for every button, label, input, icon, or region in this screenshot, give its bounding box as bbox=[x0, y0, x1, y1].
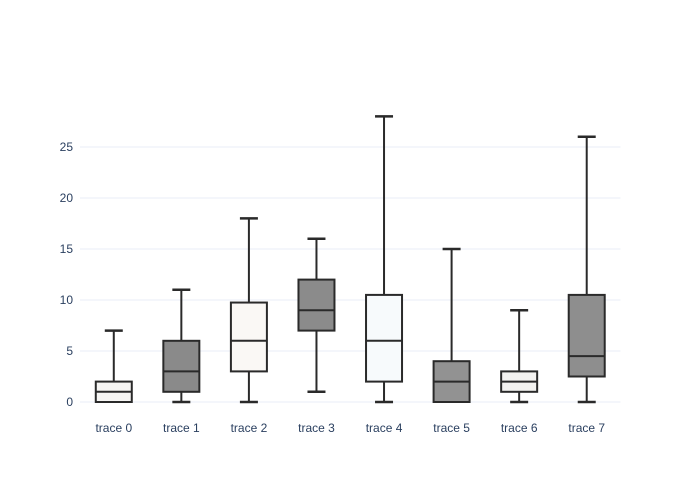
x-tick-label-0: trace 0 bbox=[95, 421, 132, 435]
box-trace-3 bbox=[297, 237, 336, 394]
y-tick-label-15: 15 bbox=[60, 242, 74, 256]
box-iqr bbox=[297, 278, 336, 332]
box-trace-6 bbox=[500, 308, 539, 404]
box-trace-0 bbox=[94, 329, 133, 404]
box-iqr bbox=[365, 293, 404, 383]
box-trace-1 bbox=[162, 288, 201, 404]
box-trace-2 bbox=[229, 217, 268, 404]
x-tick-label-6: trace 6 bbox=[501, 421, 538, 435]
box-iqr bbox=[162, 339, 201, 393]
x-tick-label-1: trace 1 bbox=[163, 421, 200, 435]
box-trace-7 bbox=[567, 135, 606, 404]
box-iqr bbox=[229, 301, 268, 373]
x-tick-label-2: trace 2 bbox=[231, 421, 268, 435]
x-tick-label-7: trace 7 bbox=[568, 421, 605, 435]
y-tick-label-20: 20 bbox=[60, 191, 74, 205]
y-tick-label-25: 25 bbox=[60, 140, 74, 154]
y-tick-label-5: 5 bbox=[66, 344, 73, 358]
x-tick-label-5: trace 5 bbox=[433, 421, 470, 435]
box-trace-5 bbox=[432, 247, 471, 404]
box-trace-4 bbox=[365, 115, 404, 404]
box-iqr bbox=[567, 293, 606, 378]
x-tick-label-4: trace 4 bbox=[366, 421, 403, 435]
y-tick-label-10: 10 bbox=[60, 293, 74, 307]
x-tick-label-3: trace 3 bbox=[298, 421, 335, 435]
y-tick-label-0: 0 bbox=[66, 395, 73, 409]
